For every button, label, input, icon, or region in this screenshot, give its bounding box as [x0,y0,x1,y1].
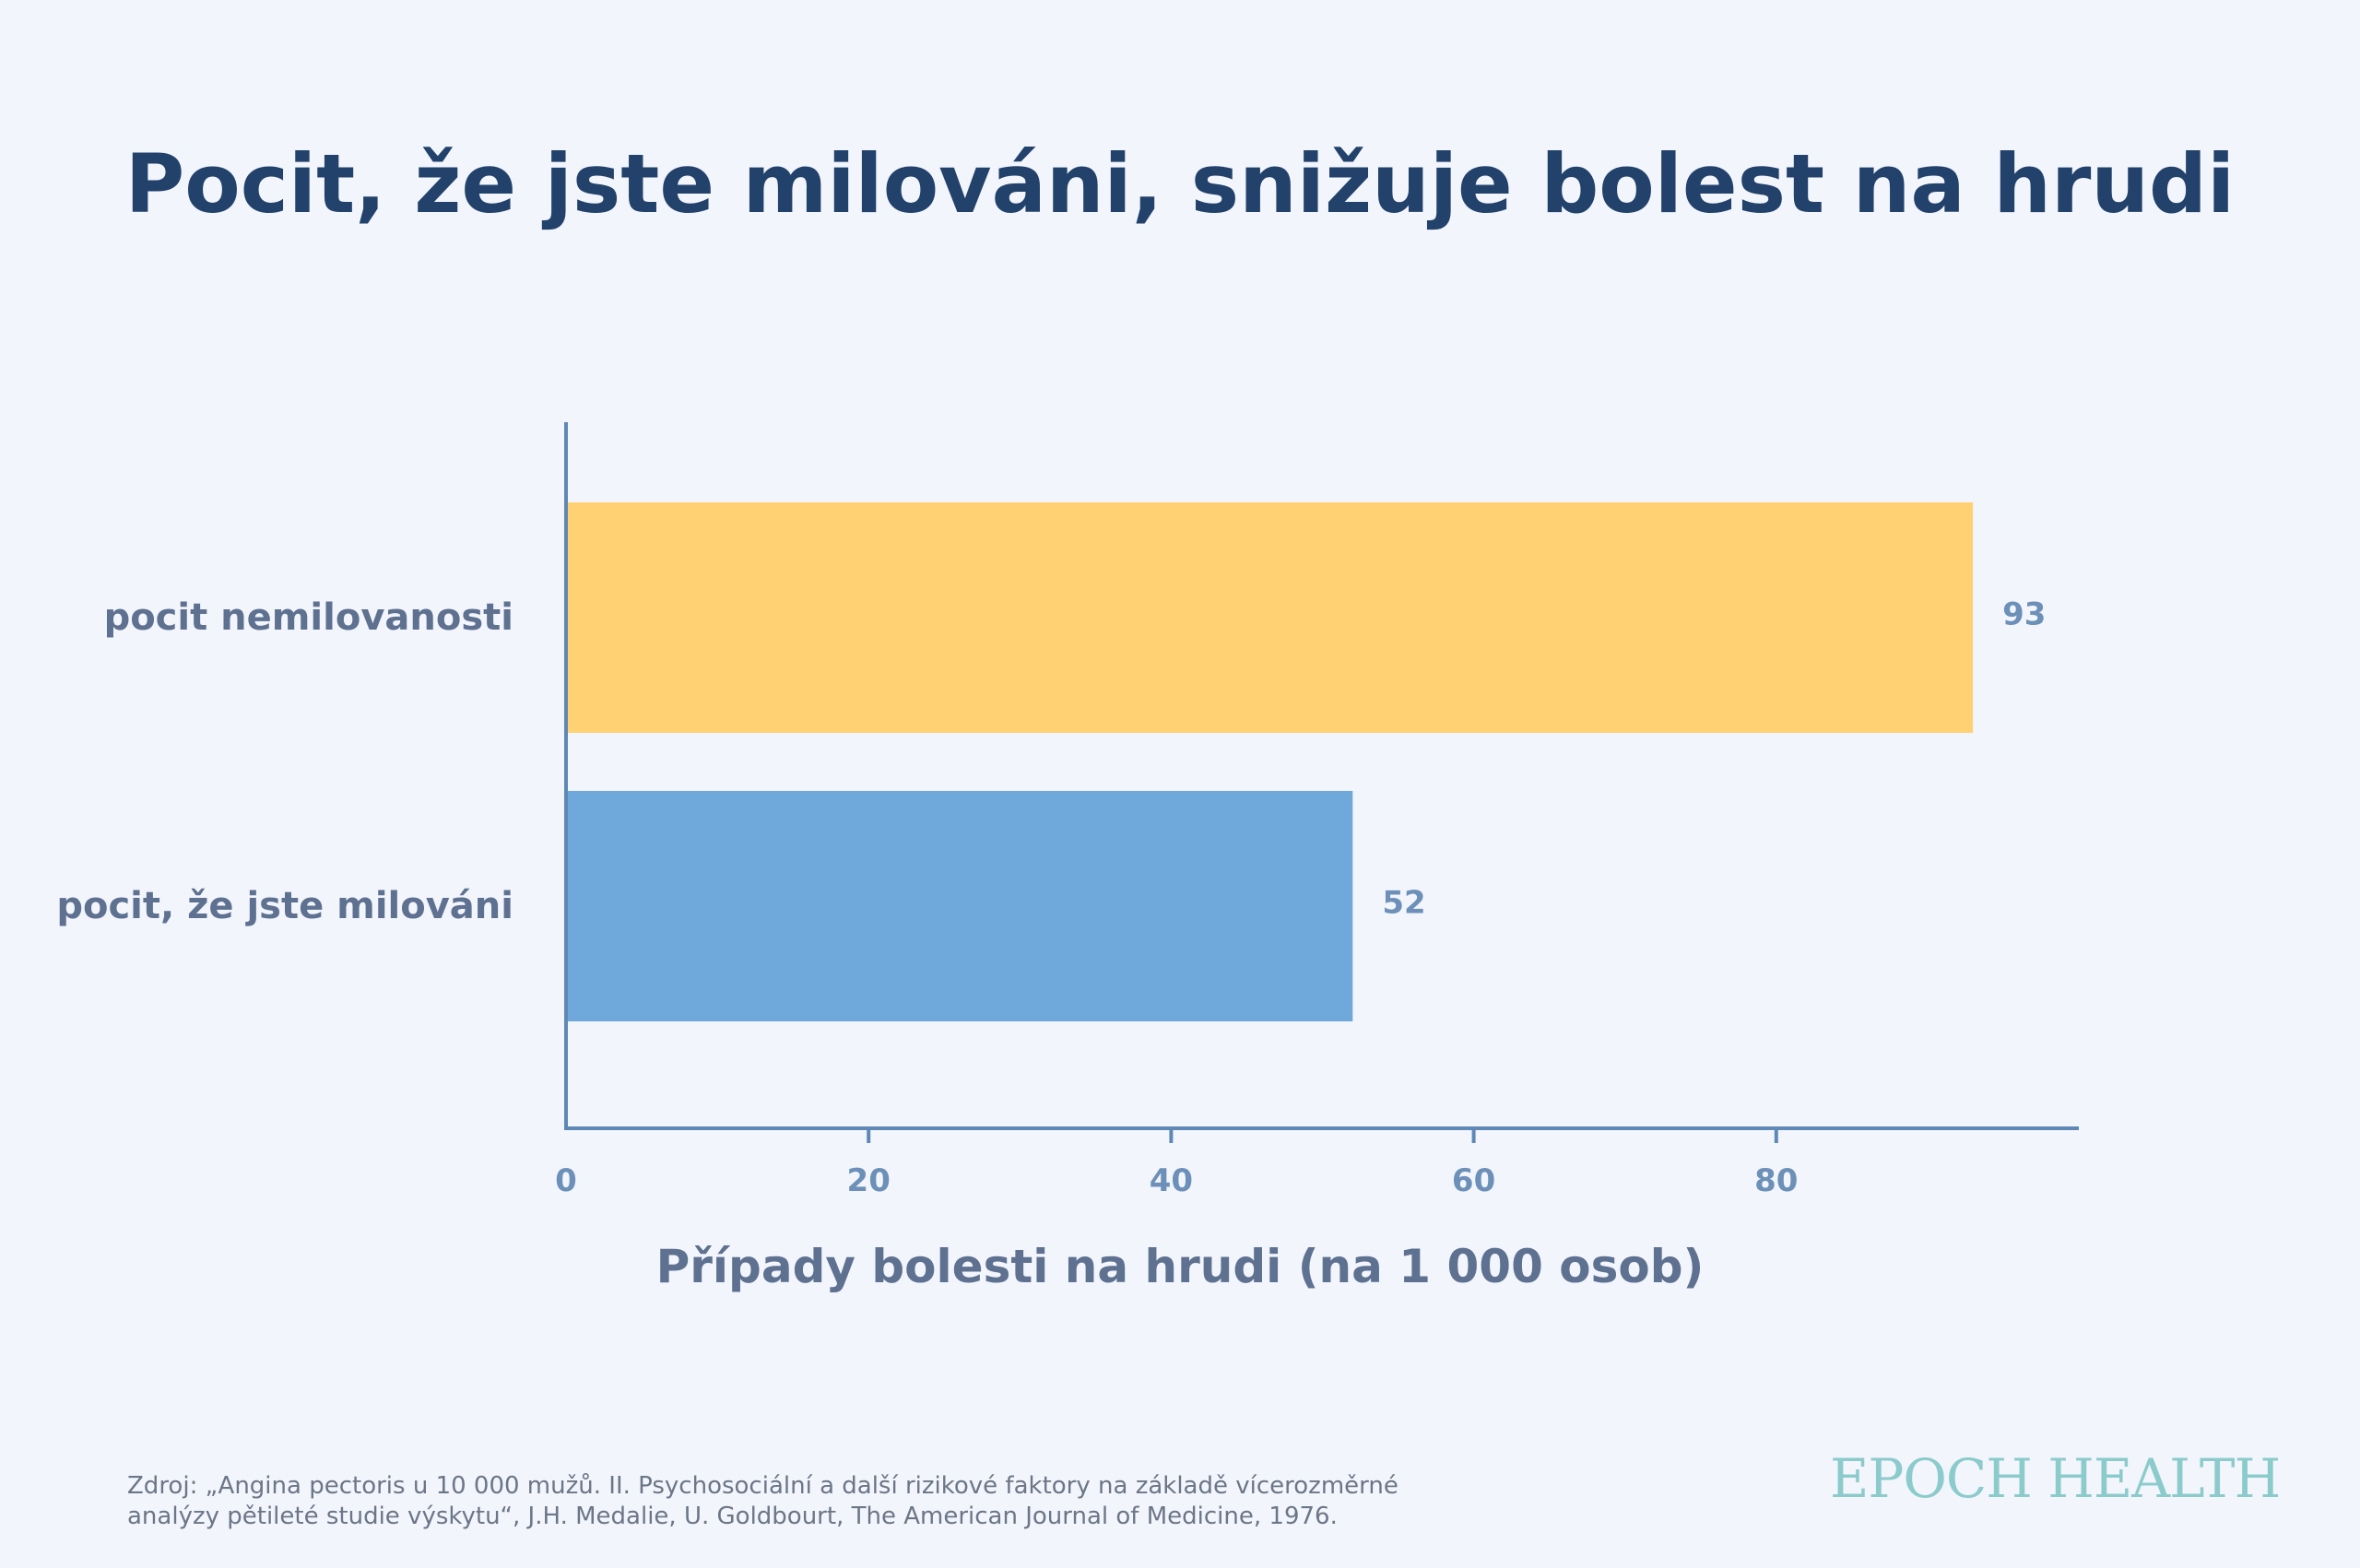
x-tick-label: 20 [847,1162,891,1199]
x-axis-title: Případy bolesti na hrudi (na 1 000 osob) [655,1240,1705,1293]
category-label: pocit, že jste milováni [56,885,513,927]
source-citation: Zdroj: „Angina pectoris u 10 000 mužů. I… [127,1472,1398,1530]
brand-logo: EPOCH HEALTH [1830,1447,2281,1510]
x-tick-label: 80 [1754,1162,1798,1199]
bar [566,502,1974,733]
x-tick-label: 60 [1452,1162,1495,1199]
chart-title: Pocit, že jste milováni, snižuje bolest … [124,136,2236,231]
bar-value-label: 52 [1382,885,1425,922]
bar [566,791,1353,1021]
category-label: pocit nemilovanosti [104,596,513,639]
x-tick-label: 0 [555,1162,577,1199]
bar-value-label: 93 [2002,596,2046,633]
x-tick-label: 40 [1150,1162,1193,1199]
